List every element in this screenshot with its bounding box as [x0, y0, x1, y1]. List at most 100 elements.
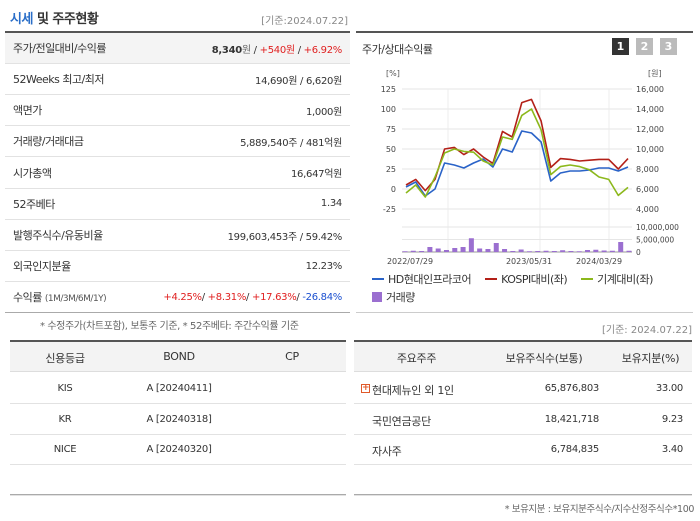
volume-bar: [568, 251, 574, 252]
holder-shares: 65,876,803: [544, 383, 600, 394]
volume-bar: [427, 247, 433, 252]
holder-name: 자사주: [372, 445, 402, 458]
volume-bar: [626, 250, 632, 252]
credit-cell-agency: KR: [58, 413, 72, 425]
summary-row-price: 주가/전일대비/수익률 8,340원 / +540원 / +6.92%: [5, 33, 350, 64]
left-tick-label: 125: [381, 85, 396, 94]
legend-item-stock: HD현대인프라코어: [372, 271, 472, 287]
left-tick-label: 50: [386, 145, 396, 154]
left-tick-label: 25: [386, 165, 396, 174]
summary-row: 52Weeks 최고/최저 14,690원 / 6,620원: [5, 64, 350, 95]
credit-table-header: [10, 340, 346, 372]
holder-row-divider: [354, 494, 692, 496]
holder-name: 국민연금공단: [372, 414, 431, 428]
holder-row-divider: [354, 433, 692, 435]
chart-page-2-button[interactable]: 2: [636, 38, 653, 55]
credit-row-divider: [10, 433, 346, 435]
legend-item-machinery: 기계대비(좌): [581, 271, 653, 287]
credit-cell-agency: KIS: [57, 383, 73, 394]
credit-row-divider: [10, 464, 346, 465]
holders-footnote: * 보유지분 : 보유지분주식수/지수산정주식수*100: [504, 504, 695, 515]
holder-pct: 3.40: [661, 444, 683, 455]
summary-row-label: 발행주식수/유동비율: [13, 229, 103, 242]
section-title: 시세 및 주주현황: [10, 12, 99, 27]
summary-top-border: [5, 31, 350, 33]
volume-bar: [443, 250, 449, 252]
summary-row-value: 16,647억원: [291, 169, 342, 181]
summary-row-value: 199,603,453주 / 59.42%: [227, 231, 343, 243]
holder-row-divider: [354, 464, 692, 465]
volume-tick-label: 0: [636, 248, 641, 257]
right-tick-label: 14,000: [636, 105, 664, 114]
chart-panel: [356, 31, 693, 313]
summary-row-label: 거래량/거래대금: [13, 135, 84, 149]
summary-footnote: * 수정주가(차트포함), 보통주 기준, * 52주베타: 주간수익률 기준: [40, 321, 299, 332]
volume-bar: [419, 251, 425, 252]
summary-row-label: 액면가: [13, 104, 42, 118]
volume-bar: [585, 250, 591, 252]
volume-bar: [460, 247, 466, 252]
volume-bar: [402, 251, 408, 252]
volume-bar: [510, 251, 516, 252]
summary-row: 시가총액 16,647억원: [5, 158, 350, 189]
credit-cell-bond: A [20240320]: [146, 444, 212, 455]
credit-header-bond: BOND: [163, 350, 195, 363]
summary-row-value: 1.34: [320, 198, 342, 210]
left-tick-label: 0: [391, 185, 396, 194]
chart-page-3-button[interactable]: 3: [660, 38, 677, 55]
legend-line-icon: [372, 278, 384, 280]
right-tick-label: 4,000: [636, 205, 659, 214]
legend-box-icon: [372, 292, 382, 302]
summary-row-returns: 수익률 (1M/3M/6M/1Y) +4.25%/ +8.31%/ +17.63…: [5, 282, 350, 313]
price-chart: [%] [원] 125 16,000 100 14,000 75 12,000 50 10,000…: [381, 69, 679, 266]
credit-row-divider: [10, 494, 346, 496]
volume-bar: [477, 248, 483, 252]
summary-row: 거래량/거래대금 5,889,540주 / 481억원: [5, 126, 350, 158]
summary-row: 발행주식수/유동비율 199,603,453주 / 59.42%: [5, 220, 350, 251]
chart-legend: HD현대인프라코어 KOSPI대비(좌) 기계대비(좌) 거래량: [372, 271, 692, 305]
credit-cell-bond: A [20240318]: [146, 413, 212, 425]
credit-header-cp: CP: [285, 350, 299, 363]
summary-row-value: 1,000원: [305, 106, 342, 118]
series-line: [405, 98, 629, 192]
credit-header-agency: 신용등급: [45, 352, 85, 365]
legend-item-volume: 거래량: [372, 289, 415, 305]
volume-bar: [410, 250, 416, 252]
volume-bar: [535, 251, 541, 252]
summary-row-label: 외국인지분율: [13, 260, 71, 274]
summary-row-label: 시가총액: [13, 166, 52, 180]
holders-base-date: [기준: 2024.07.22]: [601, 325, 692, 336]
holder-shares: 18,421,718: [544, 413, 600, 425]
holder-row-divider: [354, 403, 692, 404]
left-tick-label: 75: [386, 125, 396, 134]
volume-bar: [502, 249, 508, 252]
holder-pct: 33.00: [655, 383, 683, 394]
legend-line-icon: [581, 278, 594, 280]
holders-header-shares: 보유주식수(보통): [505, 352, 583, 365]
x-tick-label: 2023/05/31: [506, 257, 552, 266]
summary-row-label: 52Weeks 최고/최저: [13, 73, 105, 86]
expand-plus-icon[interactable]: +: [361, 383, 370, 393]
summary-row-value: 12.23%: [305, 260, 343, 272]
chart-page-1-button[interactable]: 1: [612, 38, 629, 55]
credit-bottom-border: [10, 494, 346, 495]
volume-bar: [560, 250, 566, 252]
holder-name[interactable]: 현대제뉴인 외 1인: [372, 384, 454, 397]
holder-shares: 6,784,835: [550, 444, 600, 455]
volume-bar: [452, 248, 458, 252]
volume-bar: [468, 238, 474, 252]
volume-bar: [601, 250, 607, 252]
volume-bar: [435, 248, 441, 252]
volume-bar: [576, 251, 582, 252]
left-tick-label: 100: [381, 105, 396, 114]
right-tick-label: 6,000: [636, 185, 659, 194]
right-tick-label: 12,000: [636, 125, 664, 134]
summary-row-value: 5,889,540주 / 481억원: [240, 137, 342, 149]
credit-cell-bond: A [20240411]: [146, 383, 212, 394]
volume-tick-label: 5,000,000: [636, 236, 674, 245]
right-tick-label: 16,000: [636, 85, 664, 94]
holders-bottom-border: [354, 494, 692, 495]
volume-bar: [551, 251, 557, 252]
holders-header-pct: 보유지분(%): [621, 352, 680, 365]
volume-bar: [493, 243, 499, 252]
